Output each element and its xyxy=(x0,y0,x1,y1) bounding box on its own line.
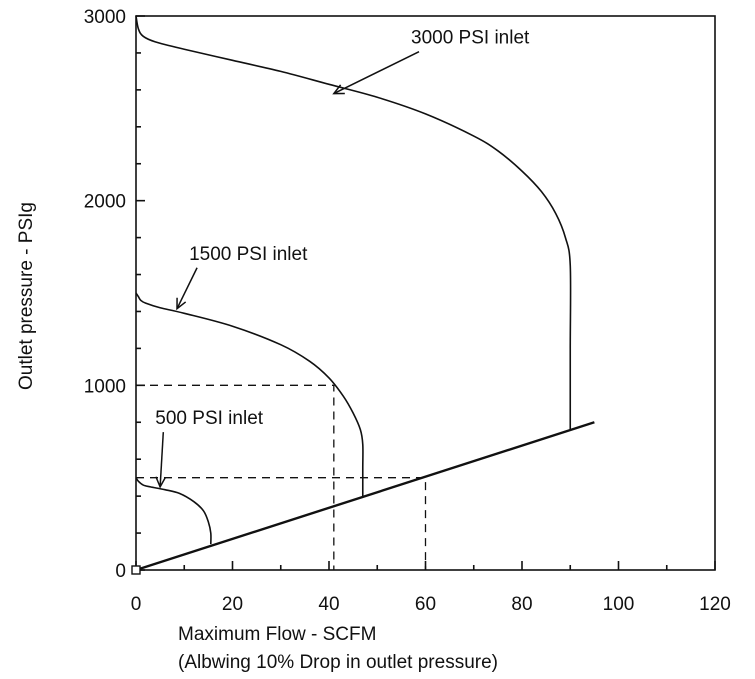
series-curve-3000-psi-inlet xyxy=(135,15,572,430)
x-tick-label: 120 xyxy=(699,594,731,615)
x-tick-label: 80 xyxy=(511,594,532,615)
series-curve-1500-psi-inlet xyxy=(135,292,364,497)
x-tick-label: 100 xyxy=(603,594,635,615)
y-tick-label: 2000 xyxy=(84,192,126,213)
annotation-label: 3000 PSI inlet xyxy=(411,28,530,49)
dashed-guide-line xyxy=(136,384,335,570)
x-axis-label: Maximum Flow - SCFM xyxy=(178,624,376,645)
x-axis-note: (Albwing 10% Drop in outlet pressure) xyxy=(178,652,498,673)
annotation-arrow xyxy=(159,432,165,487)
arrowhead xyxy=(155,476,167,489)
series-curve-500-psi-inlet xyxy=(135,477,212,545)
plot-area xyxy=(135,15,595,572)
y-axis-label: Outlet pressure - PSIg xyxy=(16,202,37,390)
arrowhead xyxy=(332,84,345,95)
y-tick-label: 1000 xyxy=(84,376,126,397)
axes xyxy=(131,15,716,575)
annotation-arrow xyxy=(333,51,420,95)
y-tick-label: 0 xyxy=(115,561,126,582)
x-tick-label: 0 xyxy=(131,594,142,615)
origin-marker xyxy=(131,565,141,575)
annotation-label: 1500 PSI inlet xyxy=(189,244,308,265)
dashed-guide-line xyxy=(136,477,427,570)
x-tick-label: 40 xyxy=(318,594,339,615)
x-tick-label: 20 xyxy=(222,594,243,615)
minimum-outlet-pressure-line xyxy=(135,421,595,572)
annotation-label: 500 PSI inlet xyxy=(155,408,263,429)
chart-text: Maximum Flow - SCFM (Albwing 10% Drop in… xyxy=(16,7,731,673)
annotation-arrow xyxy=(176,267,198,310)
x-tick-label: 60 xyxy=(415,594,436,615)
arrowhead xyxy=(176,297,187,311)
y-tick-label: 3000 xyxy=(84,7,126,28)
